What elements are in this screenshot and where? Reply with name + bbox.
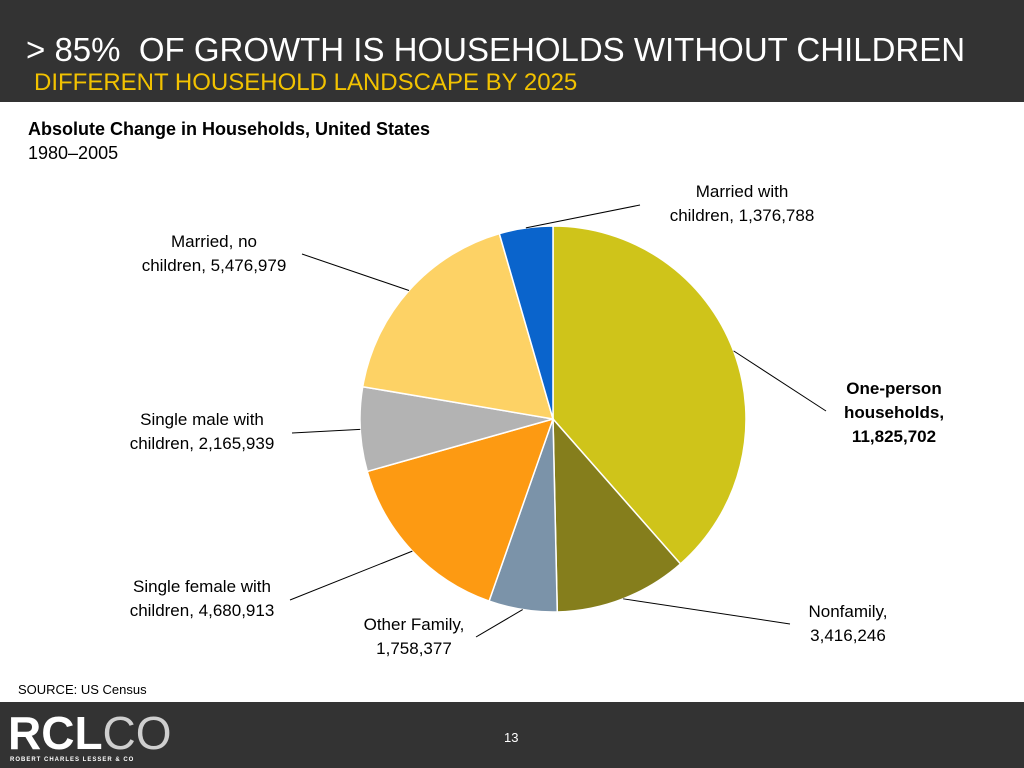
- rclco-logo: RCLCO: [8, 707, 172, 759]
- source-note: SOURCE: US Census: [18, 682, 147, 697]
- pie-chart: One-person households, 11,825,702 Nonfamily…: [130, 182, 944, 658]
- slice-label: Single male with children, 2,165,939: [130, 410, 275, 453]
- slice-label: Nonfamily, 3,416,246: [808, 602, 887, 645]
- slide-footer: RCLCO ROBERT CHARLES LESSER & CO 13: [0, 702, 1024, 768]
- leader-line: [289, 550, 413, 601]
- leader-line: [475, 609, 523, 638]
- slide-header: > 85% OF GROWTH IS HOUSEHOLDS WITHOUT CH…: [0, 0, 1024, 102]
- chart-subtitle: 1980–2005: [28, 143, 119, 163]
- slide-title: > 85% OF GROWTH IS HOUSEHOLDS WITHOUT CH…: [26, 31, 966, 68]
- page-number: 13: [504, 730, 519, 745]
- logo-subtitle: ROBERT CHARLES LESSER & CO: [10, 757, 135, 763]
- leader-line: [525, 204, 641, 229]
- pie-slice-one-person-households: [552, 225, 747, 565]
- slice-label: Married, no children, 5,476,979: [142, 232, 287, 275]
- leader-line: [291, 428, 361, 434]
- pie-slice-married-with-children: [498, 225, 554, 420]
- leader-line: [623, 598, 791, 625]
- chart-title: Absolute Change in Households, United St…: [28, 119, 431, 139]
- slide-subtitle: DIFFERENT HOUSEHOLD LANDSCAPE BY 2025: [34, 69, 578, 96]
- slice-label: Other Family, 1,758,377: [364, 615, 465, 658]
- slice-label: Single female with children, 4,680,913: [130, 577, 275, 620]
- leader-line: [301, 253, 410, 291]
- pie-slice-nonfamily: [552, 416, 682, 613]
- slice-label: Married with children, 1,376,788: [670, 182, 815, 225]
- slice-label: One-person households, 11,825,702: [844, 379, 944, 446]
- leader-line: [733, 350, 827, 412]
- pie-slice-married-no-children: [361, 232, 555, 420]
